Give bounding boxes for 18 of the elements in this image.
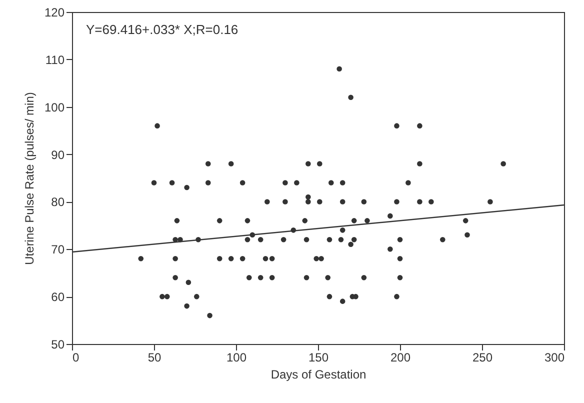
x-tick-label: 250: [472, 350, 493, 364]
x-tick-label: 0: [72, 350, 80, 364]
y-tick-label: 120: [44, 6, 65, 20]
x-tick-label: 200: [390, 350, 411, 364]
y-tick-label: 70: [51, 242, 65, 257]
x-axis-title: Days of Gestation: [270, 368, 366, 382]
y-tick-label: 90: [51, 148, 65, 162]
x-tick-label: 150: [308, 350, 329, 364]
y-tick-label: 100: [44, 100, 65, 114]
y-tick-label: 50: [51, 338, 65, 352]
annotation: Y=69.416+.033* X;R=0.16: [86, 22, 238, 37]
x-tick-label: 300: [544, 350, 565, 364]
y-tick-label: 60: [51, 290, 65, 304]
x-tick-label: 100: [226, 350, 247, 364]
y-tick-label: 80: [51, 195, 65, 210]
y-tick-label: 110: [45, 52, 65, 67]
y-axis-title: Uterine Pulse Rate (pulses/ min): [22, 92, 36, 265]
x-tick-label: 50: [148, 350, 162, 364]
